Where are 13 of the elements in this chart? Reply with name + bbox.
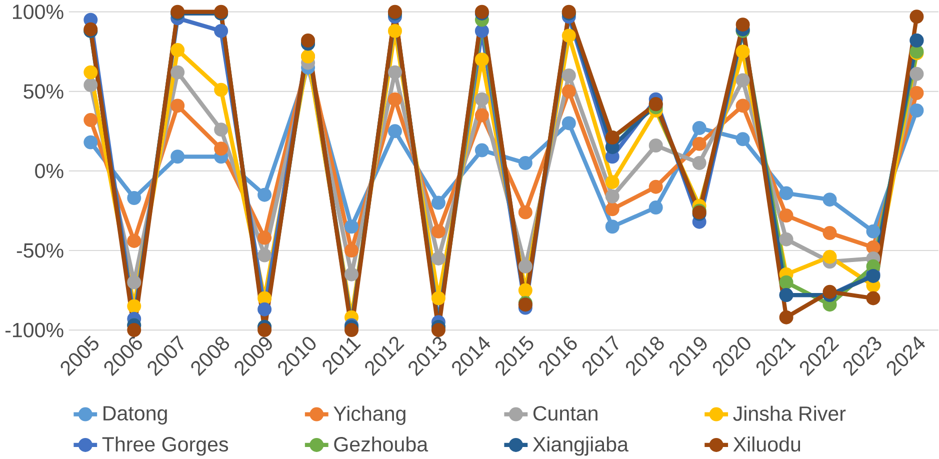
legend-label: Xiangjiaba (532, 436, 628, 456)
legend-label: Yichang (334, 406, 406, 426)
y-tick-label: 100% (13, 4, 64, 20)
y-tick-label: 0% (35, 164, 64, 178)
legend-label: Datong (104, 406, 167, 425)
legend-label: Xiluodu (733, 436, 800, 452)
y-tick-label: -100% (5, 322, 64, 338)
legend-label: Three Gorges (102, 436, 228, 456)
legend-label: Jinsha River (733, 406, 846, 421)
y-tick-label: 50% (24, 84, 64, 99)
legend-label: Gezhouba (334, 436, 428, 452)
legend-label: Cuntan (533, 406, 598, 421)
y-tick-label: -50% (16, 243, 64, 258)
